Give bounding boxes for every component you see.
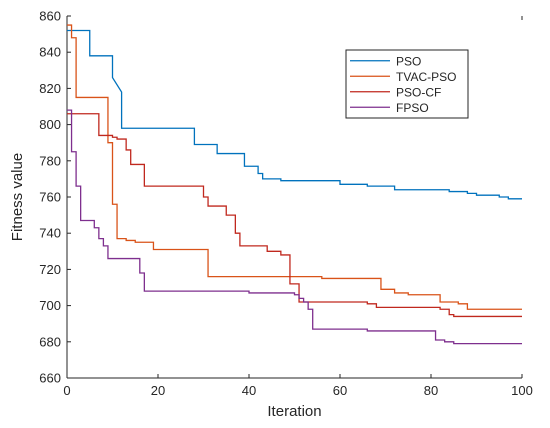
x-tick-label: 0 [63, 383, 70, 398]
y-tick-label: 660 [39, 371, 61, 386]
legend-label: PSO [396, 54, 421, 68]
series-line-tvac-pso [67, 24, 522, 310]
y-tick-label: 780 [39, 153, 61, 168]
series-line-fpso [67, 109, 522, 345]
y-tick-label: 820 [39, 81, 61, 96]
y-tick-label: 720 [39, 262, 61, 277]
y-tick-label: 840 [39, 45, 61, 60]
x-tick-label: 80 [424, 383, 438, 398]
y-tick-label: 860 [39, 9, 61, 24]
x-tick-label: 60 [333, 383, 347, 398]
y-tick-label: 740 [39, 226, 61, 241]
x-tick-label: 100 [511, 383, 533, 398]
y-tick-label: 760 [39, 190, 61, 205]
y-tick-label: 680 [39, 334, 61, 349]
x-tick-label: 20 [151, 383, 165, 398]
series-line-pso [67, 29, 522, 200]
y-tick-label: 800 [39, 117, 61, 132]
y-axis-label: Fitness value [9, 153, 26, 241]
series-layer [67, 24, 522, 345]
y-axis-ticks: 660 680 700 720 740 760 780 800 820 840 860 [39, 9, 71, 386]
series-line-pso-cf [67, 113, 522, 318]
x-axis-ticks: 0 20 40 60 80 100 [63, 374, 533, 398]
legend-label: PSO-CF [396, 85, 441, 99]
legend-label: FPSO [396, 101, 429, 115]
y-tick-label: 700 [39, 298, 61, 313]
x-tick-label: 40 [242, 383, 256, 398]
legend-label: TVAC-PSO [396, 70, 456, 84]
x-axis-label: Iteration [267, 403, 321, 420]
